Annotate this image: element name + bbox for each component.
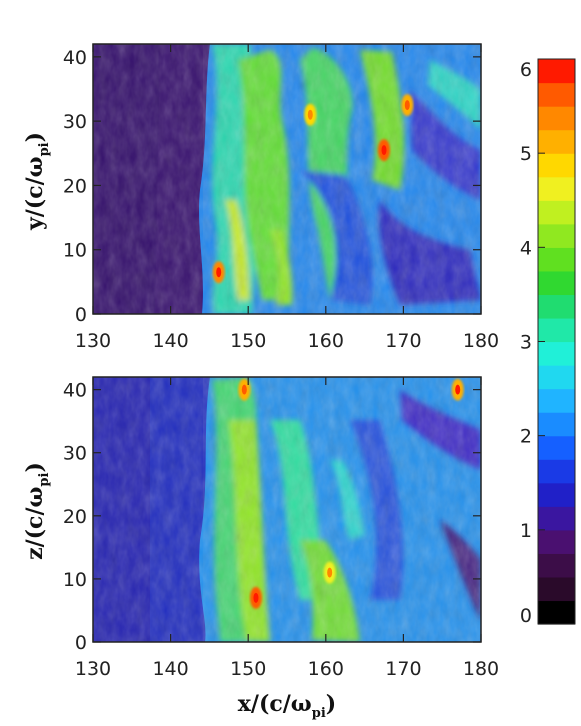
top-panel: 130 140 150 160 170 180 0 10 20 30 40 y/(c/ωpi) bbox=[22, 43, 499, 352]
top-axes: 130 140 150 160 170 180 0 10 20 30 40 bbox=[63, 44, 499, 352]
bottom-plot-frame bbox=[92, 376, 482, 643]
top-y-axis-label: y/(c/ωpi) bbox=[22, 132, 52, 231]
colorbar-level bbox=[538, 200, 575, 225]
top-ylabel-sub: pi bbox=[37, 142, 52, 156]
bottom-y-axis-label: z/(c/ωpi) bbox=[22, 462, 52, 560]
top-ytick-label: 30 bbox=[63, 111, 87, 133]
xlabel-main: x/(c/ω bbox=[238, 691, 312, 717]
top-hotspot-core bbox=[381, 145, 387, 156]
colorbar-tick-label: 0 bbox=[520, 605, 532, 627]
colorbar: 0 1 2 3 4 5 6 bbox=[520, 58, 576, 627]
colorbar-tick-label: 3 bbox=[520, 332, 532, 354]
bottom-ytick-label: 0 bbox=[75, 632, 87, 654]
top-plot-frame bbox=[92, 43, 482, 315]
bottom-ytick-label: 30 bbox=[63, 443, 87, 465]
top-hotspot-core bbox=[216, 267, 222, 278]
bottom-ytick-label: 40 bbox=[63, 380, 87, 402]
colorbar-tick-label: 1 bbox=[520, 520, 532, 542]
top-ylabel-close: ) bbox=[22, 132, 48, 142]
colorbar-level bbox=[538, 317, 575, 343]
colorbar-swatches bbox=[538, 59, 575, 625]
colorbar-level bbox=[538, 435, 575, 460]
bottom-xtick-label: 130 bbox=[75, 658, 111, 680]
bottom-hotspot-core bbox=[241, 384, 247, 395]
colorbar-level bbox=[538, 129, 575, 154]
xlabel-close: ) bbox=[326, 691, 336, 717]
colorbar-level bbox=[538, 223, 575, 248]
svg-text:z/(c/ωpi): z/(c/ωpi) bbox=[22, 462, 52, 560]
bottom-heatmap-image bbox=[93, 377, 481, 642]
bottom-xtick-label: 140 bbox=[152, 658, 188, 680]
bottom-ylabel-close: ) bbox=[22, 462, 48, 472]
colorbar-level bbox=[538, 247, 575, 272]
colorbar-tick-label: 4 bbox=[520, 237, 532, 259]
colorbar-level bbox=[538, 153, 575, 178]
colorbar-ticks: 0 1 2 3 4 5 6 bbox=[520, 58, 545, 627]
top-hotspots bbox=[212, 94, 414, 284]
colorbar-level bbox=[538, 459, 575, 484]
top-ytick-label: 40 bbox=[63, 47, 87, 69]
top-heatmap-image bbox=[93, 44, 481, 314]
bottom-xtick-label: 150 bbox=[230, 658, 266, 680]
x-axis-label: x/(c/ωpi) bbox=[238, 691, 336, 721]
colorbar-level bbox=[538, 576, 575, 602]
top-xtick-label: 130 bbox=[75, 330, 111, 352]
bottom-ylabel-main: z/(c/ω bbox=[22, 487, 48, 560]
bottom-ytick-label: 20 bbox=[63, 506, 87, 528]
bottom-xtick-label: 180 bbox=[463, 658, 499, 680]
top-ytick-label: 10 bbox=[63, 240, 87, 262]
bottom-ylabel-sub: pi bbox=[37, 472, 52, 486]
top-xtick-label: 140 bbox=[152, 330, 188, 352]
colorbar-level bbox=[538, 412, 575, 437]
top-xtick-label: 170 bbox=[385, 330, 421, 352]
xlabel-sub: pi bbox=[312, 706, 326, 721]
bottom-axes: 130 140 150 160 170 180 0 10 20 30 40 bbox=[63, 377, 499, 680]
top-xtick-label: 150 bbox=[230, 330, 266, 352]
colorbar-level bbox=[538, 529, 575, 554]
colorbar-level bbox=[538, 270, 575, 296]
top-hotspot-core bbox=[404, 100, 410, 111]
colorbar-level bbox=[538, 600, 575, 625]
colorbar-tick-label: 2 bbox=[520, 426, 532, 448]
top-ytick-label: 20 bbox=[63, 175, 87, 197]
colorbar-level bbox=[538, 176, 575, 201]
colorbar-tick-label: 5 bbox=[520, 143, 532, 165]
colorbar-level bbox=[538, 82, 575, 107]
colorbar-level bbox=[538, 553, 575, 578]
colorbar-level bbox=[538, 506, 575, 531]
top-xtick-label: 180 bbox=[463, 330, 499, 352]
bottom-hotspot-core bbox=[455, 384, 461, 395]
top-xtick-label: 160 bbox=[308, 330, 344, 352]
svg-text:y/(c/ωpi): y/(c/ωpi) bbox=[22, 132, 52, 231]
bottom-ytick-label: 10 bbox=[63, 569, 87, 591]
colorbar-level bbox=[538, 365, 575, 390]
top-ytick-label: 0 bbox=[75, 304, 87, 326]
bottom-hotspot-core bbox=[253, 592, 259, 603]
bottom-xtick-label: 170 bbox=[385, 658, 421, 680]
colorbar-level bbox=[538, 482, 575, 507]
bottom-hotspot-core bbox=[327, 567, 333, 578]
top-hotspot-core bbox=[307, 109, 313, 120]
colorbar-level bbox=[538, 59, 575, 84]
colorbar-level bbox=[538, 106, 575, 131]
colorbar-tick-label: 6 bbox=[520, 59, 532, 81]
colorbar-level bbox=[538, 341, 575, 366]
colorbar-level bbox=[538, 294, 575, 319]
bottom-xtick-label: 160 bbox=[308, 658, 344, 680]
bottom-hotspots bbox=[238, 378, 464, 609]
top-ylabel-main: y/(c/ω bbox=[22, 156, 48, 231]
colorbar-level bbox=[538, 388, 575, 413]
